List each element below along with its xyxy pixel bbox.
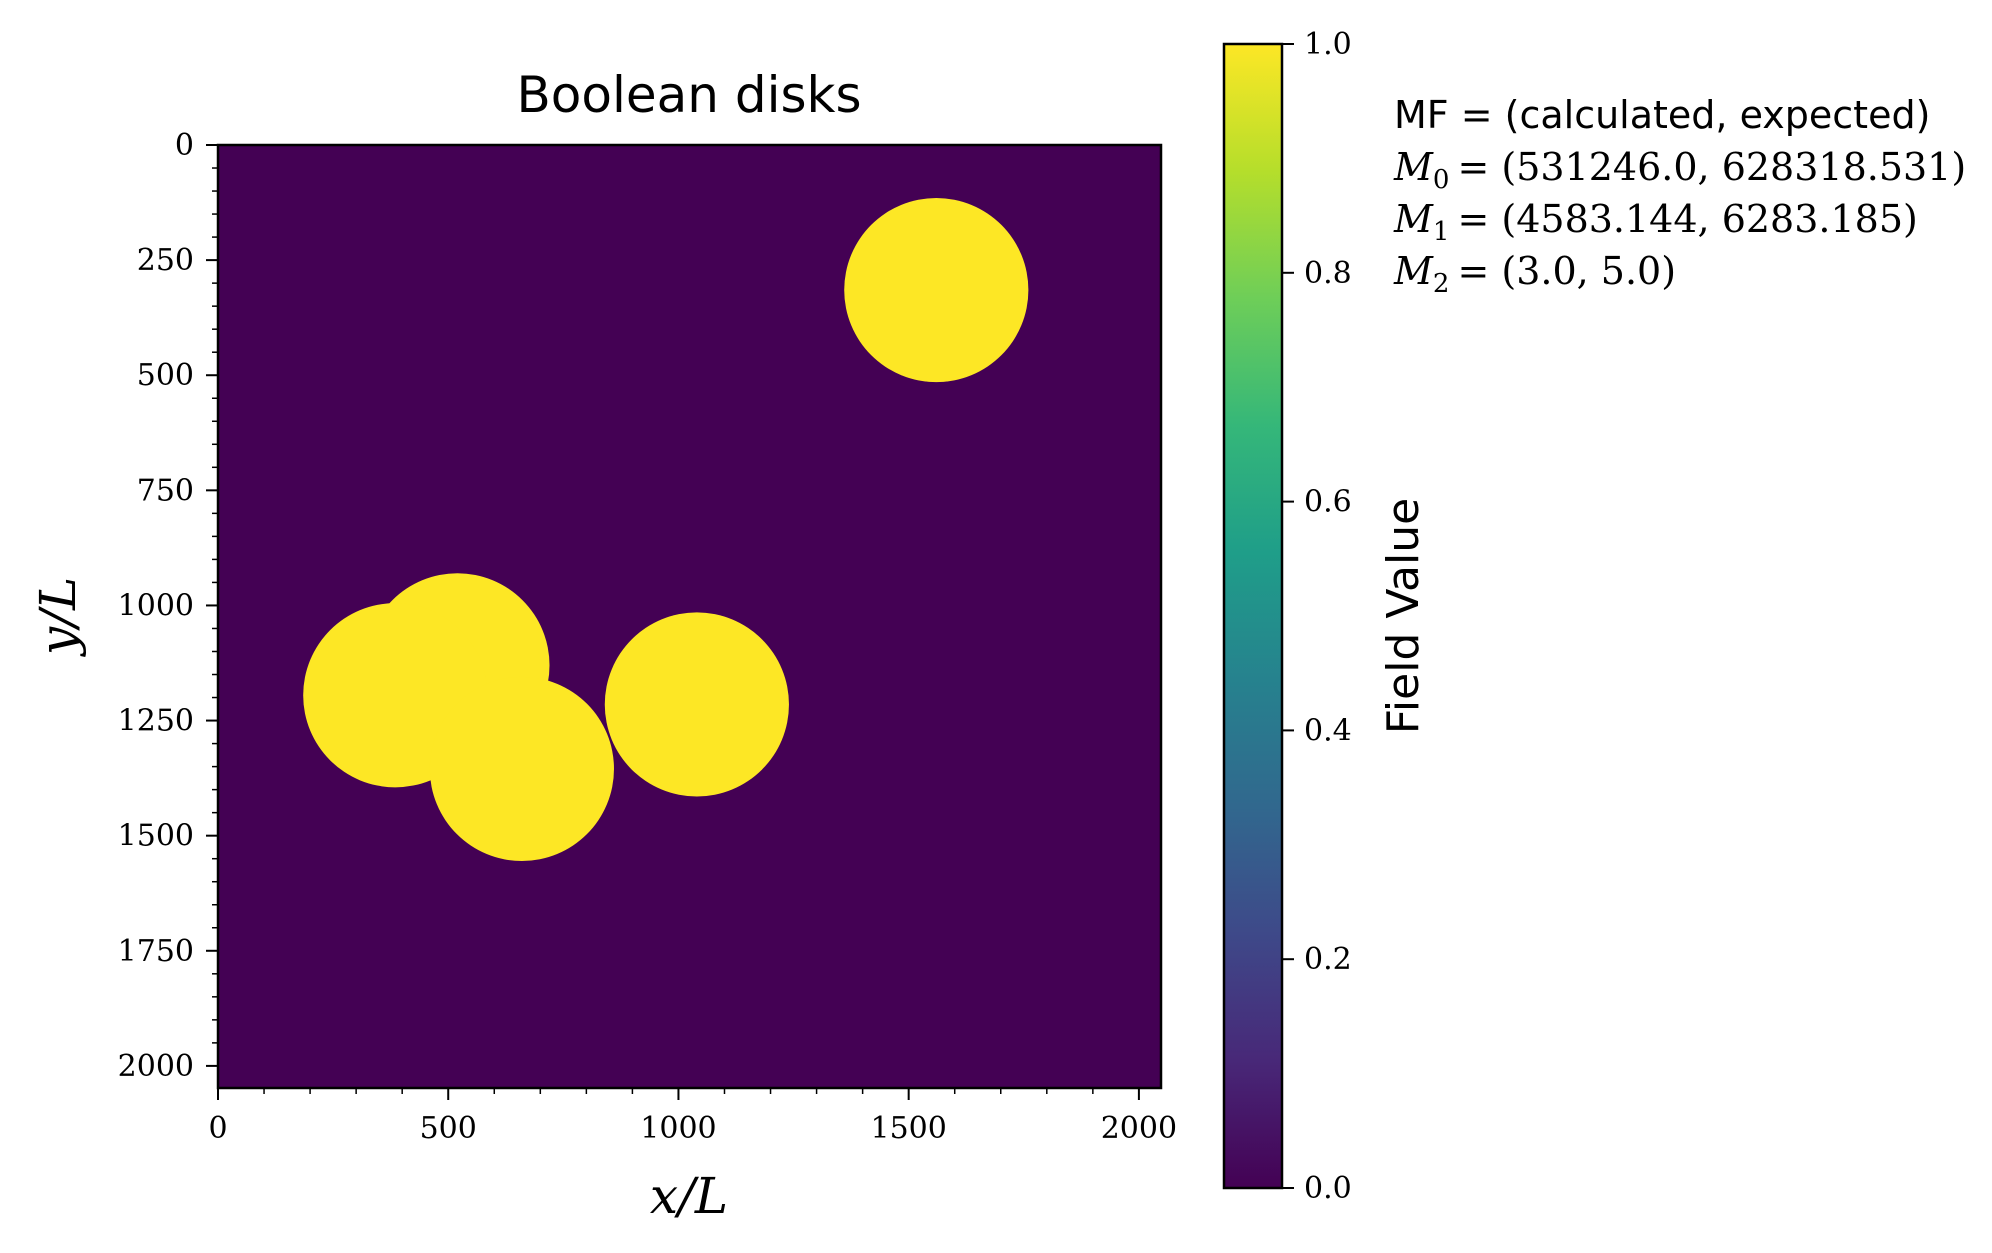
y-tick-label-1500: 1500 — [118, 819, 194, 854]
x-axis-label: x/L — [650, 1167, 728, 1225]
colorbar-gradient — [1222, 42, 1284, 1190]
colorbar: 0.0 0.2 0.4 0.6 0.8 1.0 Field Value — [1222, 27, 1429, 1206]
annotation-header: MF = (calculated, expected) — [1394, 93, 1930, 137]
y-tick-label-500: 500 — [137, 358, 194, 393]
y-tick-label-1000: 1000 — [118, 588, 194, 623]
disk-5 — [604, 612, 789, 797]
colorbar-tick-label-1.0: 1.0 — [1304, 27, 1352, 62]
y-axis-label: y/L — [29, 577, 87, 657]
disk-4 — [429, 676, 614, 861]
x-tick-label-1500: 1500 — [870, 1111, 946, 1146]
x-tick-label-2000: 2000 — [1101, 1111, 1177, 1146]
y-tick-label-250: 250 — [137, 243, 194, 278]
disk-group — [303, 197, 1029, 861]
chart-title: Boolean disks — [516, 66, 861, 124]
colorbar-tick-label-0.6: 0.6 — [1304, 485, 1352, 520]
x-tick-label-1000: 1000 — [640, 1111, 716, 1146]
x-axis-ticks: 0 500 1000 1500 2000 — [208, 1088, 1177, 1146]
y-axis-ticks: 0 250 500 750 1000 1250 1500 1750 2000 — [118, 128, 218, 1084]
colorbar-tick-label-0.8: 0.8 — [1304, 256, 1352, 291]
colorbar-tick-label-0.2: 0.2 — [1304, 942, 1352, 977]
annotation-line-m1: M1 = (4583.144, 6283.185) — [1393, 197, 1918, 247]
annotation-line-m0: M0 = (531246.0, 628318.531) — [1393, 145, 1966, 195]
annotation-line-m2: M2 = (3.0, 5.0) — [1393, 249, 1676, 299]
colorbar-tick-label-0.4: 0.4 — [1304, 713, 1352, 748]
x-tick-label-500: 500 — [420, 1111, 477, 1146]
plot-frame — [216, 143, 1163, 1090]
y-tick-label-750: 750 — [137, 473, 194, 508]
colorbar-label: Field Value — [1378, 498, 1429, 734]
minkowski-annotation: MF = (calculated, expected) M0 = (531246.… — [1393, 93, 1966, 299]
y-tick-label-0: 0 — [175, 128, 194, 163]
colorbar-ticks: 0.0 0.2 0.4 0.6 0.8 1.0 — [1282, 27, 1352, 1206]
colorbar-tick-label-0.0: 0.0 — [1304, 1171, 1352, 1206]
y-tick-label-1750: 1750 — [118, 934, 194, 969]
y-tick-label-1250: 1250 — [118, 704, 194, 739]
y-tick-label-2000: 2000 — [118, 1049, 194, 1084]
plot-area — [216, 143, 1163, 1090]
disk-1 — [844, 197, 1029, 383]
x-tick-label-0: 0 — [208, 1111, 227, 1146]
